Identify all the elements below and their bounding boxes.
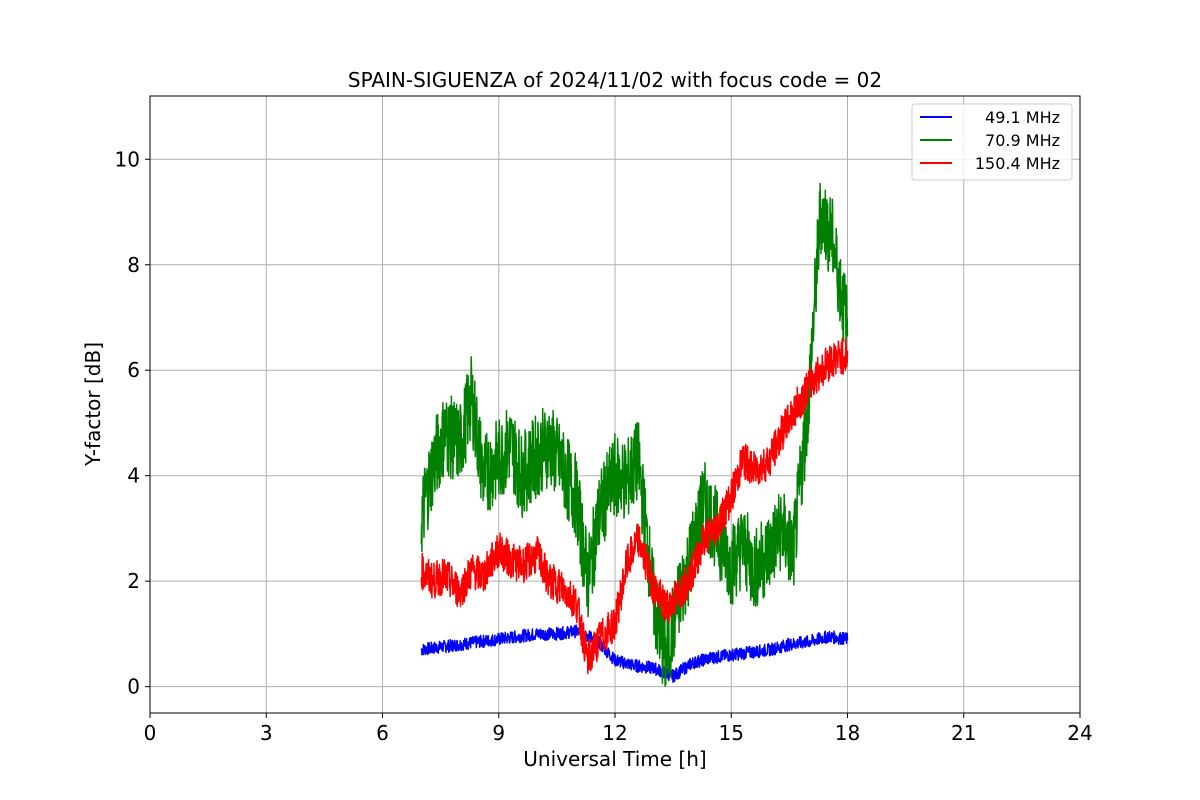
series-line-1 bbox=[420, 624, 849, 683]
legend: 49.1 MHz 70.9 MHz 150.4 MHz bbox=[911, 103, 1073, 181]
y-tick-label: 10 bbox=[115, 147, 140, 171]
x-tick-label: 15 bbox=[719, 721, 744, 745]
y-tick-label: 6 bbox=[127, 358, 140, 382]
legend-label: 70.9 MHz bbox=[985, 131, 1060, 150]
legend-label: 150.4 MHz bbox=[975, 154, 1060, 173]
x-axis-label: Universal Time [h] bbox=[523, 747, 706, 771]
x-tick-label: 12 bbox=[602, 721, 627, 745]
x-tick-label: 6 bbox=[376, 721, 389, 745]
y-tick-label: 8 bbox=[127, 253, 140, 277]
series-layer bbox=[420, 182, 849, 687]
x-tick-label: 18 bbox=[835, 721, 860, 745]
y-tick-label: 0 bbox=[127, 675, 140, 699]
x-tick-label: 0 bbox=[144, 721, 157, 745]
y-tick-label: 4 bbox=[127, 464, 140, 488]
chart-title: SPAIN-SIGUENZA of 2024/11/02 with focus … bbox=[348, 68, 882, 92]
y-axis-label: Y-factor [dB] bbox=[81, 342, 105, 467]
legend-label: 49.1 MHz bbox=[985, 108, 1060, 127]
x-tick-label: 24 bbox=[1067, 721, 1092, 745]
x-tick-label: 21 bbox=[951, 721, 976, 745]
series-line-3 bbox=[420, 337, 849, 675]
x-tick-label: 9 bbox=[492, 721, 505, 745]
x-tick-label: 3 bbox=[260, 721, 273, 745]
legend-box bbox=[911, 103, 1073, 181]
y-axis-ticks: 0 2 4 6 8 10 bbox=[115, 147, 150, 699]
y-tick-label: 2 bbox=[127, 569, 140, 593]
x-axis-ticks: 0 3 6 9 12 15 18 21 24 bbox=[144, 713, 1093, 745]
series-line-2 bbox=[420, 182, 849, 687]
